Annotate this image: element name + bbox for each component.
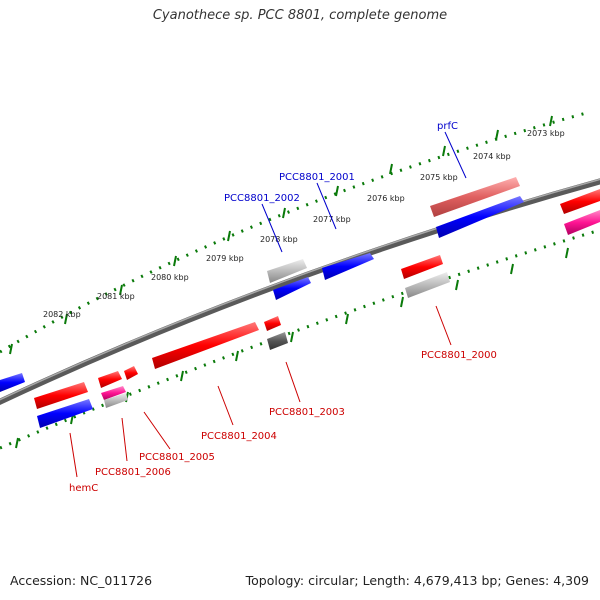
gene-label-pcc8801-2002[interactable]: PCC8801_2002: [224, 193, 300, 204]
gene-label-pcc8801-2000[interactable]: PCC8801_2000: [421, 350, 497, 361]
scale-label: 2076 kbp: [367, 194, 405, 203]
genome-title: Cyanothece sp. PCC 8801, complete genome: [152, 8, 448, 23]
gene-label-group: prfC PCC8801_2001 PCC8801_2002 PCC8801_2…: [69, 121, 497, 494]
genes-outer: [267, 177, 600, 300]
gene-feature[interactable]: [37, 399, 93, 428]
genes-inner: [0, 316, 288, 428]
accession-text: Accession: NC_011726: [10, 573, 153, 588]
gene-feature[interactable]: [267, 332, 288, 350]
gene-feature[interactable]: [560, 189, 600, 214]
gene-feature[interactable]: [267, 259, 307, 283]
major-ticks-inner: [15, 247, 569, 449]
gene-label-pcc8801-2006[interactable]: PCC8801_2006: [95, 467, 171, 478]
scale-label: 2079 kbp: [206, 254, 244, 263]
gene-label-prfC[interactable]: prfC: [437, 121, 458, 132]
genome-summary-text: Topology: circular; Length: 4,679,413 bp…: [245, 573, 589, 588]
genome-backbone-highlight: [0, 178, 600, 401]
gene-feature[interactable]: [101, 386, 126, 400]
scale-label: 2080 kbp: [151, 273, 189, 282]
gene-feature[interactable]: [34, 382, 88, 409]
scale-label: 2075 kbp: [420, 173, 458, 182]
gene-feature[interactable]: [436, 196, 524, 238]
gene-label-pcc8801-2004[interactable]: PCC8801_2004: [201, 431, 277, 442]
label-leaders: [69, 131, 467, 478]
gene-feature[interactable]: [401, 255, 443, 279]
gene-label-hemC[interactable]: hemC: [69, 483, 98, 494]
gene-feature[interactable]: [104, 393, 128, 408]
scale-labels: 2073 kbp 2074 kbp 2075 kbp 2076 kbp 2077…: [43, 129, 565, 319]
gene-feature[interactable]: [430, 177, 520, 217]
outer-tick-ring: [0, 110, 591, 354]
gene-feature[interactable]: [0, 373, 25, 392]
gene-label-pcc8801-2005[interactable]: PCC8801_2005: [139, 452, 215, 463]
gene-feature[interactable]: [264, 316, 281, 331]
scale-label: 2074 kbp: [473, 152, 511, 161]
scale-label: 2082 kbp: [43, 310, 81, 319]
gene-feature[interactable]: [152, 322, 259, 369]
gene-feature[interactable]: [98, 371, 122, 388]
gene-label-pcc8801-2003[interactable]: PCC8801_2003: [269, 407, 345, 418]
gene-feature[interactable]: [273, 277, 311, 300]
major-ticks-outer: [9, 115, 553, 355]
scale-label: 2073 kbp: [527, 129, 565, 138]
scale-label: 2078 kbp: [260, 235, 298, 244]
gene-label-pcc8801-2001[interactable]: PCC8801_2001: [279, 172, 355, 183]
gene-feature[interactable]: [564, 210, 600, 235]
scale-label: 2081 kbp: [97, 292, 135, 301]
gene-feature[interactable]: [405, 272, 450, 298]
inner-tick-ring: [0, 228, 600, 450]
gene-feature[interactable]: [322, 253, 374, 280]
gene-feature[interactable]: [124, 366, 138, 380]
genome-backbone: [0, 178, 600, 405]
